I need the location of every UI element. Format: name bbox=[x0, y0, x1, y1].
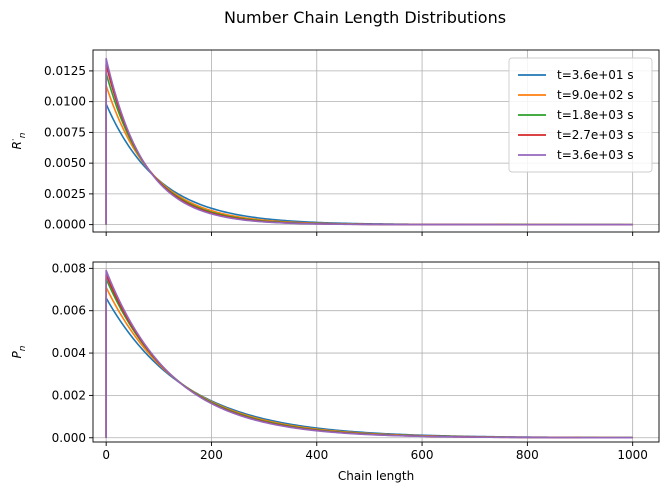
series-line bbox=[105, 269, 633, 439]
series-line bbox=[105, 57, 633, 226]
legend-label: t=9.0e+02 s bbox=[557, 88, 634, 102]
series-group bbox=[105, 57, 633, 226]
x-tick-label: 1000 bbox=[617, 448, 648, 462]
y-axis-label-super: · bbox=[9, 138, 19, 141]
y-tick-label: 0.000 bbox=[52, 431, 86, 445]
y-tick-label: 0.0025 bbox=[44, 187, 86, 201]
x-tick-label: 400 bbox=[305, 448, 328, 462]
top-panel-rn: 0.0000 0.0025 0.0050 0.0075 0.0100 0.0125 R·n t… bbox=[9, 49, 660, 236]
x-tick-label: 800 bbox=[516, 448, 539, 462]
y-axis-label-sub: n bbox=[18, 132, 28, 138]
x-tick-label: 600 bbox=[411, 448, 434, 462]
legend-box bbox=[508, 57, 653, 173]
figure-title: Number Chain Length Distributions bbox=[224, 8, 506, 27]
series-line bbox=[105, 278, 633, 439]
series-line bbox=[105, 273, 633, 439]
y-tick-label: 0.004 bbox=[52, 346, 86, 360]
x-axis-label: Chain length bbox=[338, 469, 414, 483]
y-tick-label: 0.0000 bbox=[44, 218, 86, 232]
y-tick-label: 0.0100 bbox=[44, 95, 86, 109]
series-line bbox=[105, 297, 633, 439]
y-tick-label: 0.0125 bbox=[44, 64, 86, 78]
axes-frame bbox=[92, 49, 660, 233]
legend-label: t=1.8e+03 s bbox=[557, 108, 634, 122]
axes-frame bbox=[92, 261, 660, 443]
y-axis-label: R·n bbox=[9, 132, 28, 149]
y-tick-label: 0.006 bbox=[52, 304, 86, 318]
y-tick-label: 0.002 bbox=[52, 388, 86, 402]
y-axis-label-sub: n bbox=[18, 345, 28, 351]
y-axis-label-main: P bbox=[10, 350, 24, 358]
y-axis-label: Pn bbox=[10, 345, 28, 358]
y-tick-label: 0.008 bbox=[52, 261, 86, 275]
legend-label: t=3.6e+01 s bbox=[557, 68, 634, 82]
series-line bbox=[105, 286, 633, 439]
legend-label: t=2.7e+03 s bbox=[557, 128, 634, 142]
series-group bbox=[105, 269, 633, 439]
y-tick-label: 0.0050 bbox=[44, 156, 86, 170]
y-tick-label: 0.0075 bbox=[44, 125, 86, 139]
x-tick-label: 200 bbox=[200, 448, 223, 462]
legend-label: t=3.6e+03 s bbox=[557, 148, 634, 162]
legend: t=3.6e+01 s t=9.0e+02 s t=1.8e+03 s t=2.7e+… bbox=[508, 57, 653, 173]
bottom-panel-pn: 0 200 400 600 800 1000 0.000 0.002 0.004 0.006 0.0… bbox=[10, 261, 660, 483]
y-axis-label-main: R bbox=[10, 141, 24, 149]
x-tick-label: 0 bbox=[102, 448, 110, 462]
